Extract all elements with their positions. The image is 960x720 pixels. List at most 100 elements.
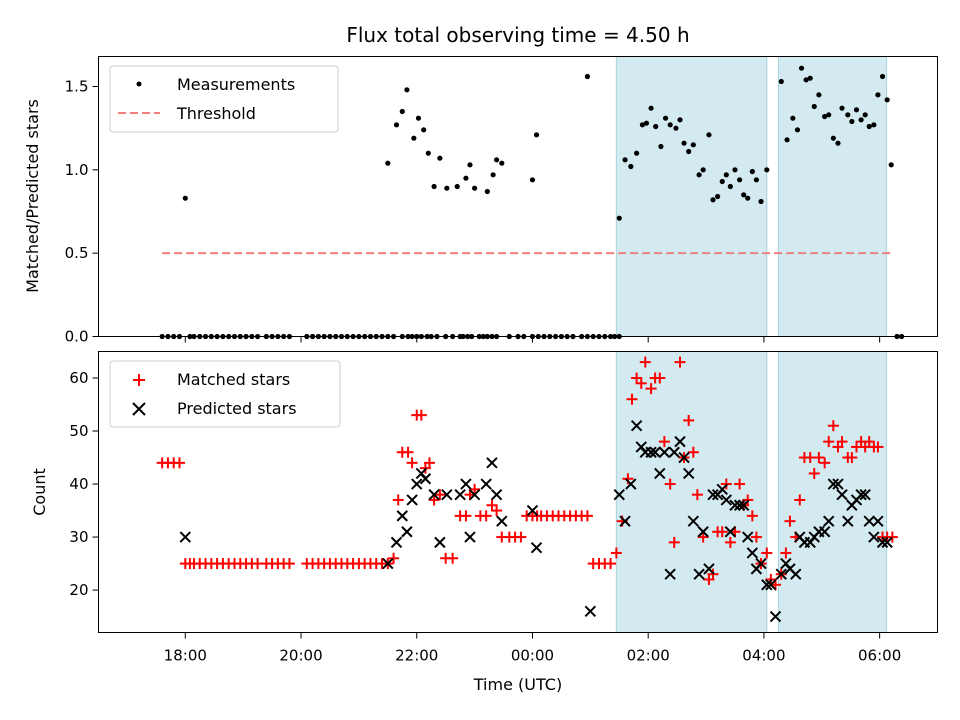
measurement-point xyxy=(653,123,659,130)
x-ticks-top xyxy=(184,336,881,343)
observing-interval-1 xyxy=(777,56,888,337)
measurement-point xyxy=(715,193,721,200)
y-axis-label-top: Matched/Predicted stars xyxy=(23,99,42,293)
x-axis-label: Time (UTC) xyxy=(473,675,562,694)
matched-star-point xyxy=(819,457,831,469)
matched-star-point xyxy=(654,372,666,384)
matched-star-point xyxy=(515,531,527,543)
y-tick-label: 60 xyxy=(69,369,88,387)
matched-star-point xyxy=(402,446,414,458)
predicted-star-point xyxy=(441,488,453,501)
predicted-star-point xyxy=(625,478,637,490)
matched-star-point xyxy=(746,510,758,522)
measurement-point xyxy=(862,112,868,118)
predicted-star-point xyxy=(486,457,498,469)
measurement-point xyxy=(639,122,646,128)
measurement-point xyxy=(866,123,872,130)
x-tick-label: 06:00 xyxy=(858,647,901,665)
matched-star-point xyxy=(406,457,418,469)
observing-interval-0 xyxy=(615,351,768,633)
measurement-point xyxy=(622,157,628,163)
measurement-point xyxy=(648,105,654,111)
matched-star-point xyxy=(283,558,295,570)
measurement-point xyxy=(454,183,460,190)
matched-star-point xyxy=(668,536,680,548)
predicted-star-point xyxy=(464,531,476,543)
matched-star-point xyxy=(827,420,839,432)
matched-star-point xyxy=(813,452,825,464)
predicted-star-point xyxy=(720,494,733,506)
predicted-star-point xyxy=(401,526,413,538)
predicted-star-point xyxy=(434,536,446,549)
matched-star-point xyxy=(808,467,820,479)
measurement-point xyxy=(584,73,591,80)
measurement-point xyxy=(845,112,851,118)
matched-star-point xyxy=(716,526,728,538)
predicted-star-point xyxy=(790,568,802,580)
measurement-point xyxy=(745,195,751,201)
matched-star-point xyxy=(388,552,400,564)
x-ticks-bottom: 18:00 20:00 22:00 00:00 02:00 04:00 06:00 xyxy=(164,632,901,665)
matched-star-point xyxy=(491,505,503,517)
matched-star-point xyxy=(626,393,638,405)
predicted-star-point xyxy=(406,494,418,506)
measurement-point xyxy=(677,117,683,123)
predicted-star-point xyxy=(678,451,690,464)
y-tick-label: 40 xyxy=(69,475,88,493)
count-marks xyxy=(156,356,898,623)
predicted-star-point xyxy=(674,435,686,448)
matched-star-point xyxy=(664,478,676,490)
measurement-point xyxy=(616,215,622,221)
y-tick-label: 0.5 xyxy=(65,244,89,262)
measurement-point xyxy=(764,167,770,173)
predicted-star-point xyxy=(526,504,539,517)
legend-plus-icon xyxy=(133,374,145,386)
measurement-point xyxy=(753,177,759,183)
measurement-point xyxy=(673,125,679,131)
measurement-point xyxy=(706,132,712,138)
predicted-star-point xyxy=(769,610,782,623)
matched-star-point xyxy=(605,558,617,570)
measurement-point xyxy=(667,122,673,128)
x-tick-label: 18:00 xyxy=(164,647,207,665)
matched-star-point xyxy=(645,383,657,395)
measurement-point xyxy=(490,172,496,178)
measurement-point xyxy=(803,77,809,83)
matched-star-point xyxy=(174,457,186,469)
measurement-point xyxy=(816,92,822,98)
measurement-point xyxy=(411,135,417,141)
matched-star-point xyxy=(460,510,472,522)
y-tick-label: 0.0 xyxy=(65,328,89,346)
legend-entry-predicted: Predicted stars xyxy=(177,399,297,418)
measurement-point xyxy=(686,148,692,155)
measurement-point xyxy=(421,127,427,133)
predicted-star-point xyxy=(765,579,777,591)
predicted-star-point xyxy=(530,541,543,554)
measurement-point xyxy=(643,120,650,126)
predicted-star-point xyxy=(716,483,728,496)
predicted-star-point xyxy=(613,488,625,501)
matched-star-point xyxy=(447,552,459,564)
measurement-point xyxy=(415,115,422,121)
predicted-star-point xyxy=(724,526,737,538)
predicted-star-point xyxy=(737,499,750,511)
measurement-point xyxy=(404,87,410,93)
predicted-star-point xyxy=(827,478,840,490)
matched-star-point xyxy=(469,483,481,495)
predicted-star-point xyxy=(842,515,854,527)
y-ticks-top: 0.0 0.5 1.0 1.5 xyxy=(65,78,99,346)
measurement-point xyxy=(700,167,706,173)
predicted-star-point xyxy=(818,526,831,538)
matched-star-point xyxy=(610,547,622,559)
x-tick-label: 02:00 xyxy=(627,647,670,665)
axes-frame-top xyxy=(98,56,938,337)
matched-star-point xyxy=(780,547,792,559)
matched-star-point xyxy=(658,436,670,448)
measurement-point xyxy=(444,185,450,191)
measurement-point xyxy=(875,92,881,98)
predicted-star-point xyxy=(419,473,432,485)
measurement-point xyxy=(849,118,855,125)
measurement-point xyxy=(727,183,733,190)
matched-star-point xyxy=(434,489,446,501)
